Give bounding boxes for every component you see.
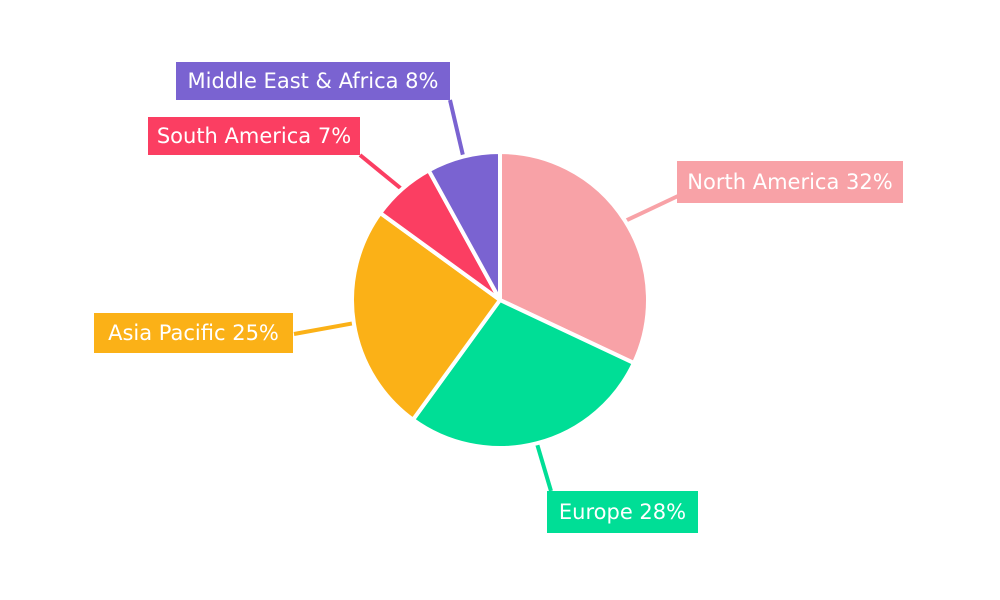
pie-slice-middle-east-africa — [426, 150, 502, 302]
slice-label-middle-east-africa: Middle East & Africa 8% — [176, 62, 450, 100]
leader-line-asia-pacific — [293, 320, 357, 336]
slice-label-north-america: North America 32% — [677, 161, 903, 203]
slice-label-europe: Europe 28% — [547, 491, 698, 533]
leader-line-europe — [534, 440, 553, 492]
leader-line-south-america — [358, 153, 405, 193]
pie-slice-europe — [411, 298, 636, 450]
slice-label-asia-pacific: Asia Pacific 25% — [94, 313, 293, 353]
pie-slice-asia-pacific — [350, 211, 502, 422]
pie-slice-north-america — [498, 150, 650, 366]
leader-line-north-america — [622, 194, 679, 224]
slice-label-south-america: South America 7% — [148, 117, 360, 155]
leader-line-middle-east-africa — [448, 99, 466, 160]
